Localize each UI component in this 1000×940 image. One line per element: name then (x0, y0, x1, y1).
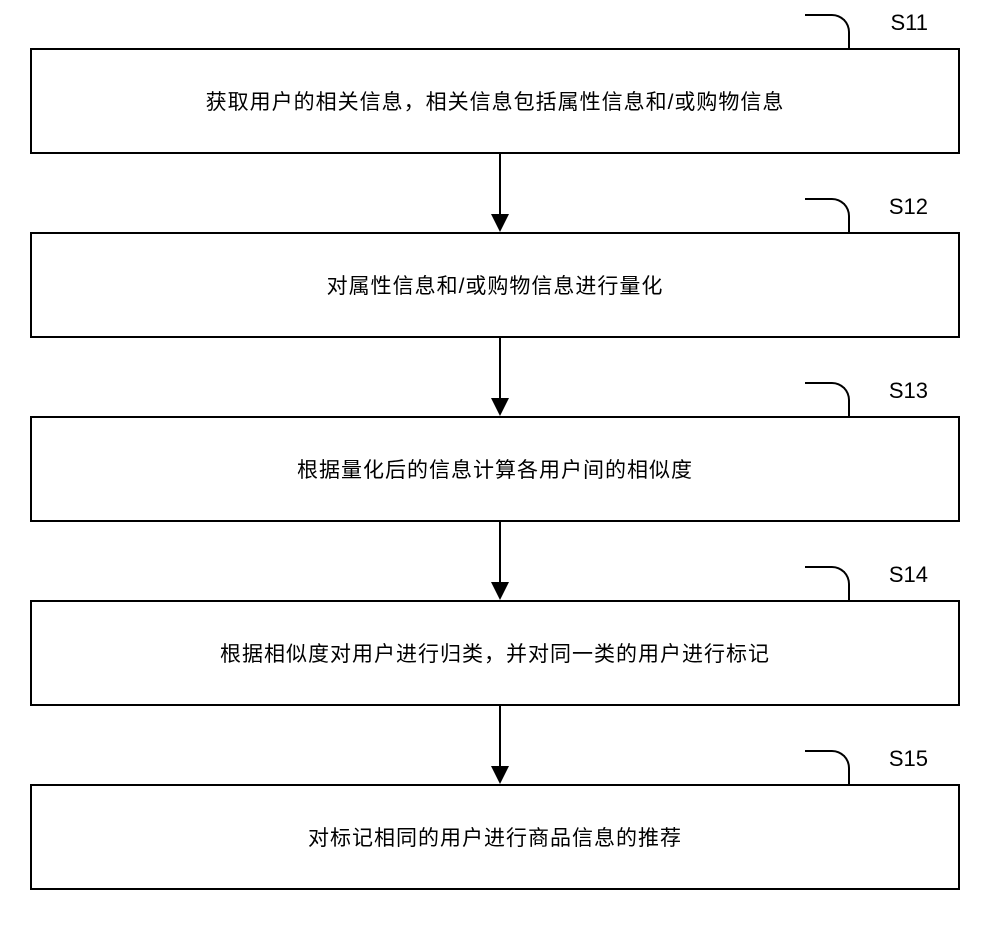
label-connector (805, 382, 850, 416)
step-label-s13: S13 (889, 378, 928, 404)
step-text: 对标记相同的用户进行商品信息的推荐 (308, 822, 682, 852)
arrow-head-icon (491, 582, 509, 600)
step-label-s14: S14 (889, 562, 928, 588)
arrow-head-icon (491, 398, 509, 416)
flowchart-container: S11 获取用户的相关信息，相关信息包括属性信息和/或购物信息 S12 对属性信… (0, 0, 1000, 940)
arrow-line (499, 522, 501, 582)
label-connector (805, 566, 850, 600)
step-label-s11: S11 (890, 10, 928, 36)
label-connector (805, 750, 850, 784)
label-connector (805, 198, 850, 232)
label-connector (805, 14, 850, 48)
step-text: 根据相似度对用户进行归类，并对同一类的用户进行标记 (220, 638, 770, 668)
step-box-s12: 对属性信息和/或购物信息进行量化 (30, 232, 960, 338)
step-box-s14: 根据相似度对用户进行归类，并对同一类的用户进行标记 (30, 600, 960, 706)
step-box-s11: 获取用户的相关信息，相关信息包括属性信息和/或购物信息 (30, 48, 960, 154)
step-box-s15: 对标记相同的用户进行商品信息的推荐 (30, 784, 960, 890)
arrow-head-icon (491, 766, 509, 784)
step-text: 获取用户的相关信息，相关信息包括属性信息和/或购物信息 (206, 86, 785, 116)
step-text: 根据量化后的信息计算各用户间的相似度 (297, 454, 693, 484)
step-label-s12: S12 (889, 194, 928, 220)
arrow-head-icon (491, 214, 509, 232)
step-box-s13: 根据量化后的信息计算各用户间的相似度 (30, 416, 960, 522)
arrow-line (499, 154, 501, 214)
step-text: 对属性信息和/或购物信息进行量化 (327, 270, 664, 300)
arrow-line (499, 706, 501, 766)
arrow-line (499, 338, 501, 398)
step-label-s15: S15 (889, 746, 928, 772)
